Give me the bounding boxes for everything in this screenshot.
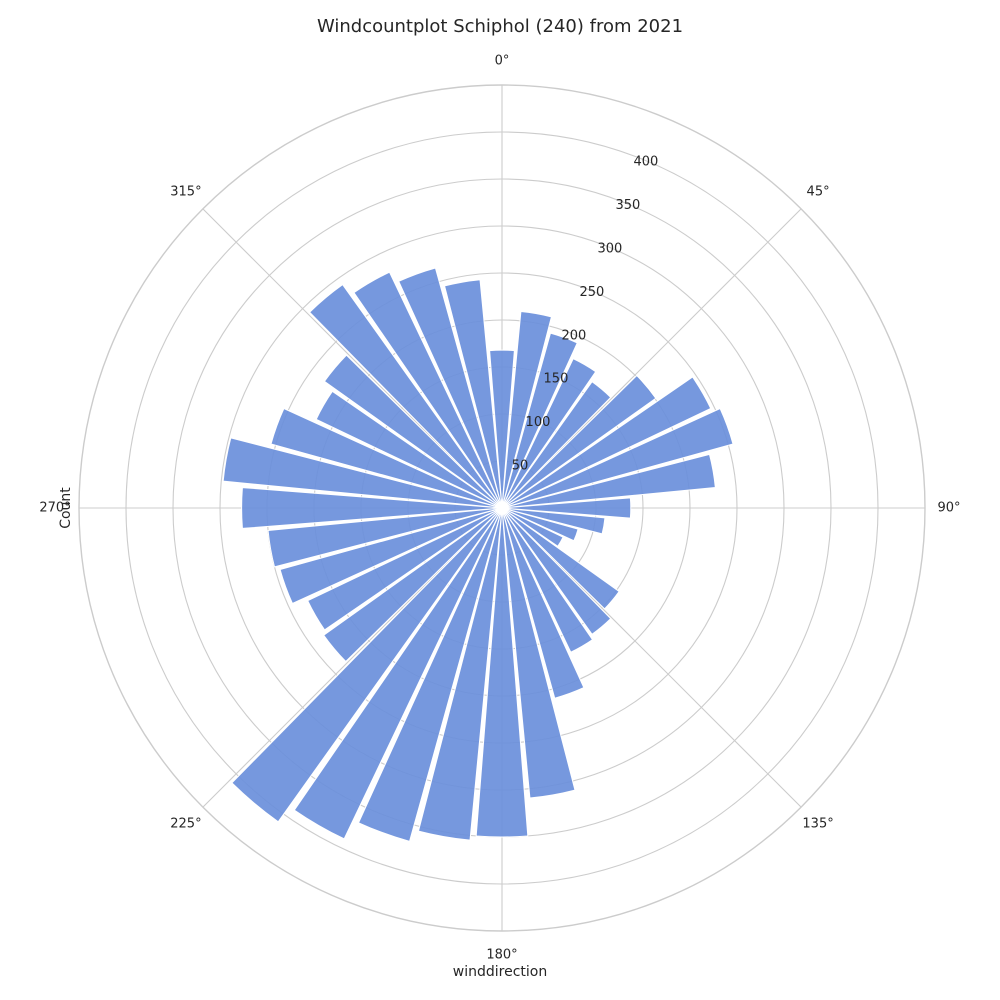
bar-330	[353, 271, 503, 509]
bar-300	[315, 390, 503, 509]
x-axis-label: winddirection	[452, 964, 548, 980]
radial-tick-label: 50	[512, 459, 529, 474]
bar-170	[501, 507, 576, 799]
bar-80	[501, 453, 716, 509]
bar-290	[270, 407, 503, 509]
bar-230	[322, 507, 503, 663]
bar-250	[279, 507, 503, 605]
radial-tick-labels: 50 100 150 200 250 300 350 400	[512, 155, 659, 474]
grid-spoke	[501, 208, 802, 509]
grid-spoke	[202, 507, 503, 808]
bar-150	[501, 507, 594, 653]
radial-tick-label: 100	[526, 415, 551, 430]
bar-200	[357, 507, 503, 842]
bar-60	[501, 376, 712, 509]
bar-120	[501, 507, 564, 548]
radial-tick-label: 300	[598, 241, 623, 256]
bars	[222, 267, 734, 842]
bar-70	[501, 407, 734, 509]
bar-260	[267, 507, 503, 568]
bar-100	[501, 507, 606, 535]
bar-210	[293, 507, 503, 840]
angle-label: 225°	[170, 817, 201, 832]
bar-310	[323, 354, 503, 509]
bar-140	[501, 507, 612, 635]
grid-spoke	[501, 507, 802, 808]
bar-340	[398, 267, 503, 509]
bar-50	[501, 374, 657, 509]
bar-320	[308, 283, 503, 509]
radial-tick-label: 150	[544, 372, 569, 387]
bar-350	[443, 279, 503, 509]
bar-270	[241, 487, 503, 529]
bar-130	[501, 507, 620, 610]
y-axis-label: Count	[58, 487, 74, 529]
bar-220	[231, 507, 503, 823]
bar-160	[501, 507, 585, 699]
angle-label: 180°	[486, 948, 517, 963]
angle-label: 45°	[807, 184, 830, 199]
bar-110	[501, 507, 579, 542]
bar-20	[501, 332, 578, 509]
angle-label: 135°	[802, 817, 833, 832]
bar-0	[489, 349, 515, 509]
angle-label: 0°	[495, 54, 510, 69]
bar-180	[475, 507, 529, 838]
bar-90	[501, 497, 632, 519]
bar-30	[501, 358, 597, 509]
chart-title: Windcountplot Schiphol (240) from 2021	[316, 16, 684, 37]
radial-tick-label: 200	[562, 328, 587, 343]
angle-label: 315°	[170, 184, 201, 199]
bar-280	[222, 437, 503, 509]
radial-tick-label: 250	[580, 285, 605, 300]
bar-190	[417, 507, 503, 841]
angle-label: 90°	[937, 501, 960, 516]
radial-tick-label: 350	[615, 198, 640, 213]
angle-label: 270°	[39, 501, 70, 516]
bar-40	[501, 381, 612, 509]
bar-240	[307, 507, 503, 631]
grid-spoke	[202, 208, 503, 509]
angle-labels: 0° 45° 90° 135° 180° 225° 270° 315°	[39, 54, 960, 963]
radial-tick-label: 400	[633, 155, 658, 170]
bar-10	[501, 310, 553, 509]
